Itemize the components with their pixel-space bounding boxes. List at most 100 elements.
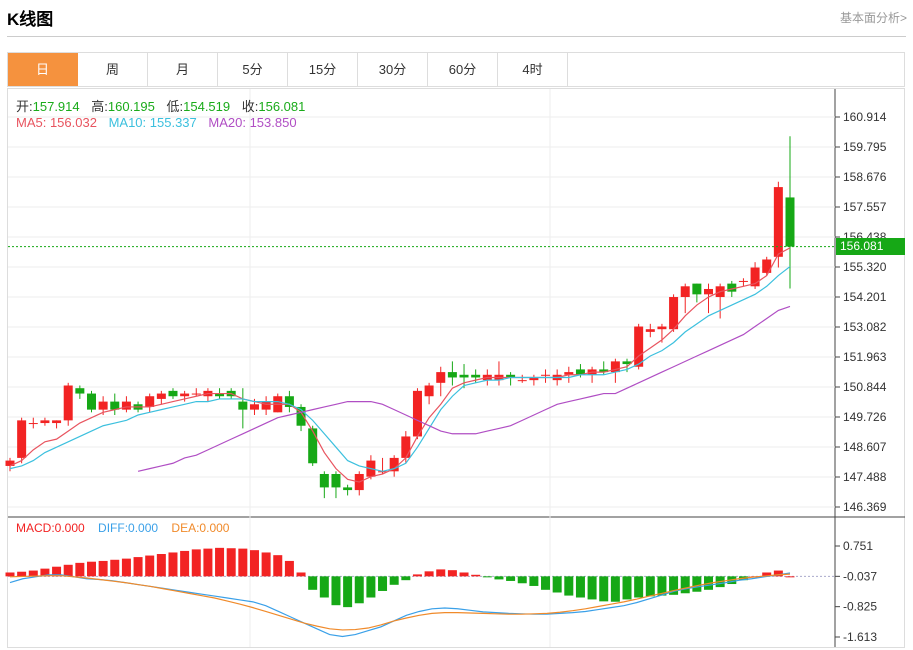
macd-bar (459, 572, 469, 577)
candle-body (191, 393, 201, 395)
tab-30min[interactable]: 30分 (358, 53, 428, 86)
macd-bar (587, 576, 597, 600)
tab-60min[interactable]: 60分 (428, 53, 498, 86)
candle-body (541, 374, 551, 376)
period-tabs: 日 周 月 5分 15分 30分 60分 4时 (7, 52, 905, 87)
macd-bar (389, 576, 399, 585)
macd-bar (308, 576, 318, 590)
candle-body (145, 396, 155, 407)
macd-bar (110, 559, 120, 577)
candle-body (319, 473, 329, 488)
macd-bar (599, 576, 609, 602)
macd-bar (86, 561, 96, 577)
tab-month[interactable]: 月 (148, 53, 218, 86)
candle-body (98, 401, 108, 410)
tab-week[interactable]: 周 (78, 53, 148, 86)
candle-body (86, 393, 96, 410)
ohlc-readout: 开:157.914 高:160.195 低:154.519 收:156.081 (16, 96, 313, 115)
candle-body (249, 404, 259, 410)
candle-body (168, 390, 178, 397)
macd-readout: MACD:0.000 DIFF:0.000 DEA:0.000 (16, 521, 239, 535)
macd-bar (17, 571, 27, 577)
candle-body (52, 420, 62, 424)
macd-bar (98, 560, 108, 577)
ma5-value: MA5: 156.032 (16, 115, 97, 130)
candle-body (389, 457, 399, 472)
macd-bar (692, 576, 702, 592)
macd-bar (145, 555, 155, 577)
ma10-line (9, 266, 791, 472)
ma10-value: MA10: 155.337 (108, 115, 197, 130)
macd-bar (785, 576, 795, 578)
price-tick-label: 146.369 (843, 500, 887, 514)
diff-value: DIFF:0.000 (98, 521, 159, 535)
macd-bar (412, 574, 422, 577)
candle-body (284, 396, 294, 407)
candle-body (785, 197, 795, 247)
current-price-tag: 156.081 (836, 238, 905, 255)
candle-body (564, 372, 574, 375)
macd-bar (5, 572, 15, 577)
open-value: 157.914 (32, 99, 80, 114)
page-title: K线图 (7, 10, 54, 29)
macd-bar (215, 547, 225, 577)
macd-bar (191, 549, 201, 577)
ma-readout: MA5: 156.032 MA10: 155.337 MA20: 153.850 (16, 115, 305, 130)
tab-4hour[interactable]: 4时 (498, 53, 568, 86)
macd-tick-label: 0.751 (843, 539, 873, 553)
low-value: 154.519 (183, 99, 231, 114)
tab-15min[interactable]: 15分 (288, 53, 358, 86)
candle-body (727, 283, 737, 292)
fundamental-analysis-link[interactable]: 基本面分析> (839, 11, 907, 25)
tab-5min[interactable]: 5分 (218, 53, 288, 86)
macd-bar (575, 576, 585, 598)
macd-bar (634, 576, 644, 598)
dea-line (9, 573, 791, 631)
macd-bar (203, 548, 213, 577)
candle-body (436, 372, 446, 383)
candle-body (762, 259, 772, 273)
high-label: 高: (91, 99, 108, 114)
candle-body (680, 286, 690, 298)
dea-value: DEA:0.000 (171, 521, 230, 535)
tab-day[interactable]: 日 (8, 53, 78, 86)
macd-bar (657, 576, 667, 596)
candle-body (40, 420, 50, 424)
price-tick-label: 159.795 (843, 140, 887, 154)
macd-bar (249, 550, 259, 577)
macd-bar (669, 576, 679, 595)
macd-bar (471, 574, 481, 577)
candle-body (517, 380, 527, 382)
macd-bar (610, 576, 620, 602)
macd-bar (378, 576, 388, 591)
macd-bar (40, 568, 50, 577)
candle-body (296, 406, 306, 426)
candle-body (261, 401, 271, 410)
price-tick-label: 151.963 (843, 350, 887, 364)
candle-body (738, 280, 748, 282)
candle-body (5, 460, 15, 466)
macd-tick-label: -0.825 (843, 600, 877, 614)
price-tick-label: 160.914 (843, 110, 887, 124)
macd-bar (494, 576, 504, 580)
candle-body (575, 369, 585, 375)
ma20-value: MA20: 153.850 (208, 115, 297, 130)
candle-body (215, 393, 225, 397)
candle-body (459, 374, 469, 378)
price-tick-label: 154.201 (843, 290, 887, 304)
candle-body (156, 393, 166, 399)
macd-bar (343, 576, 353, 608)
ma5-line (9, 247, 791, 483)
macd-tick-label: -1.613 (843, 630, 877, 644)
candle-body (75, 388, 85, 394)
macd-value: MACD:0.000 (16, 521, 85, 535)
macd-bar (436, 569, 446, 577)
macd-bar (564, 576, 574, 596)
macd-bar (680, 576, 690, 594)
macd-bar (75, 562, 85, 577)
candle-body (529, 377, 539, 381)
price-tick-label: 149.726 (843, 410, 887, 424)
macd-bar (645, 576, 655, 597)
candle-body (471, 374, 481, 378)
